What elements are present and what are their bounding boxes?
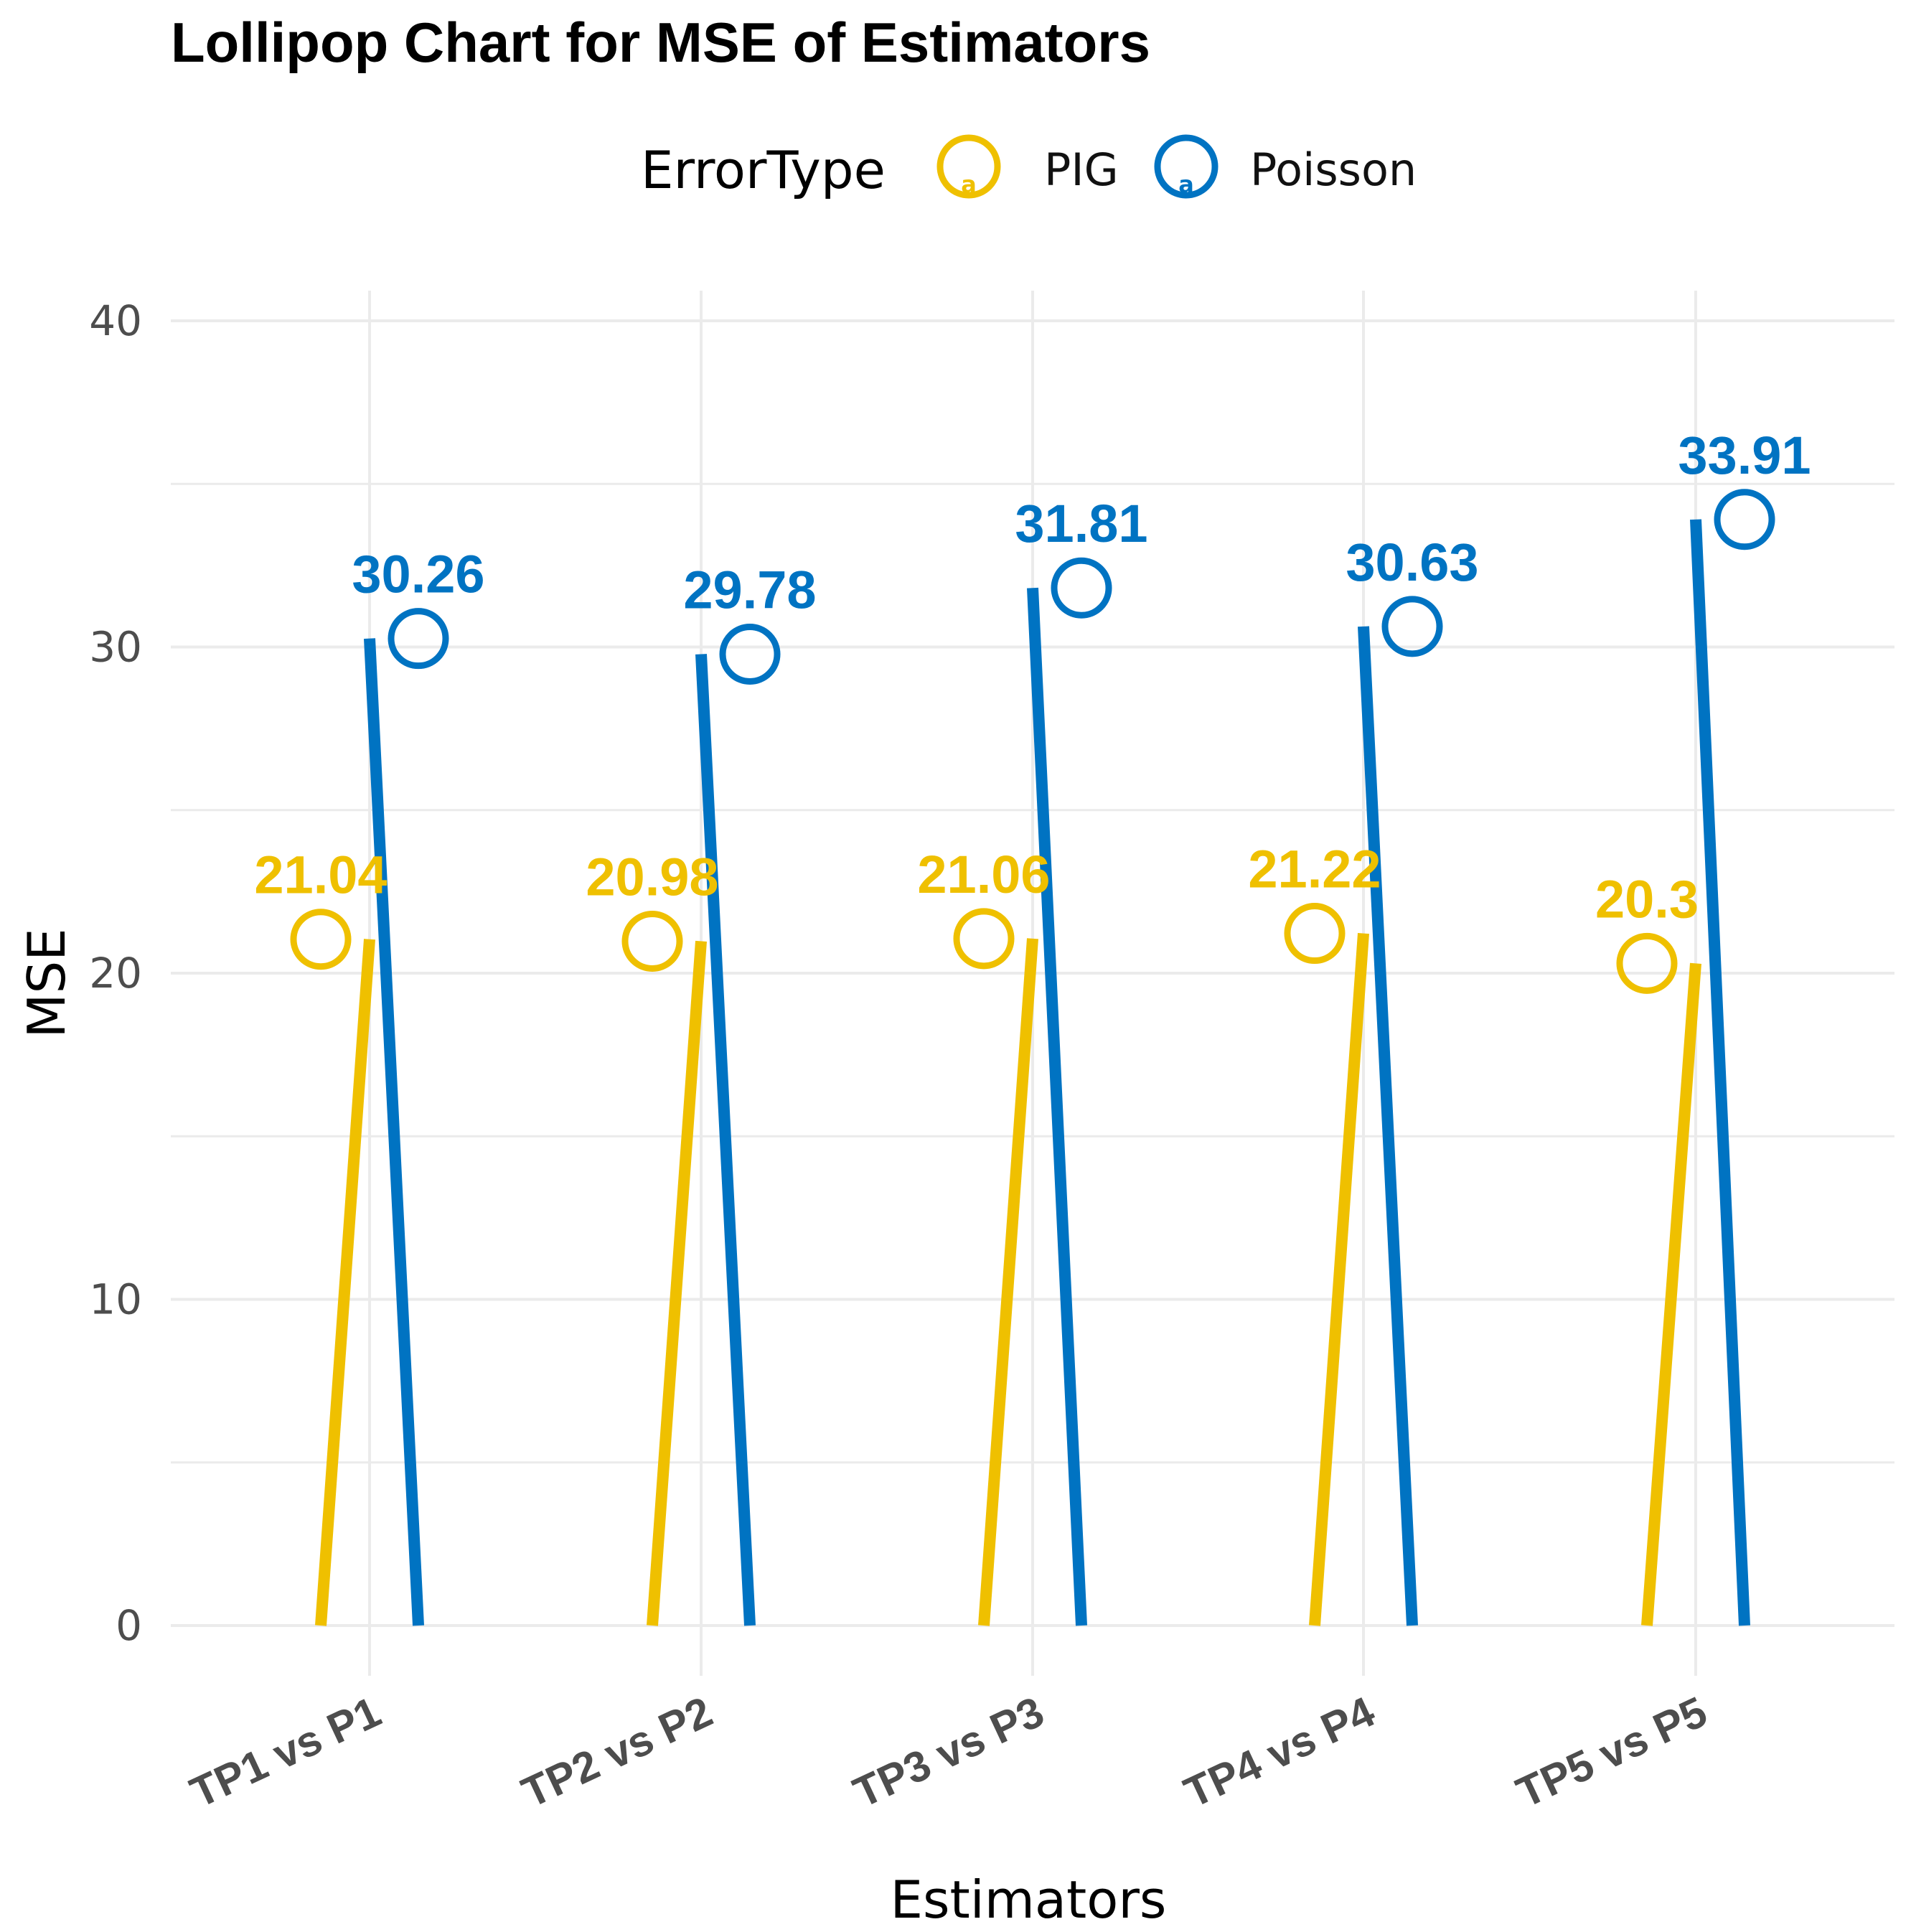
y-tick-label: 10 — [89, 1275, 142, 1324]
x-axis-title: Estimators — [891, 1870, 1167, 1930]
gridlines — [171, 291, 1894, 1676]
lollipop-point-poisson — [1051, 557, 1112, 619]
lollipop-point-pig — [290, 909, 352, 970]
y-tick-label: 20 — [89, 949, 142, 998]
lollipop-stem-pig — [1309, 932, 1369, 1626]
lollipop-stem-pig — [1641, 962, 1701, 1626]
data-label-pig: 21.22 — [1248, 840, 1381, 899]
data-label-pig: 20.98 — [586, 847, 718, 906]
lollipop-point-pig — [1284, 903, 1346, 965]
x-tick-label: TP5 vs P5 — [1509, 1687, 1714, 1817]
data-labels: 21.04 20.98 21.06 21.22 20.3 30.26 29.78 31.81 3… — [254, 426, 1811, 929]
svg-text:a: a — [1178, 171, 1194, 198]
lollipop-stem-poisson — [1358, 626, 1418, 1626]
legend-title: ErrorType — [641, 140, 886, 200]
y-tick-label: 40 — [89, 296, 142, 345]
legend: ErrorType a PIG a Poisson — [641, 134, 1417, 200]
data-label-pig: 20.3 — [1595, 869, 1699, 929]
x-tick-label: TP3 vs P3 — [846, 1687, 1051, 1817]
data-label-poisson: 30.63 — [1346, 533, 1478, 592]
svg-text:a: a — [961, 171, 977, 198]
lollipop-point-poisson — [388, 608, 449, 670]
lollipop-marks — [290, 489, 1775, 1626]
chart-title: Lollipop Chart for MSE of Estimators — [171, 11, 1150, 74]
data-label-pig: 21.04 — [254, 845, 387, 905]
x-axis-ticks: TP1 vs P1 TP2 vs P2 TP3 vs P3 TP4 vs P4 TP5 … — [183, 1687, 1714, 1817]
lollipop-point-pig — [621, 910, 683, 972]
lollipop-stem-poisson — [1690, 519, 1750, 1626]
data-label-pig: 21.06 — [917, 845, 1050, 904]
lollipop-stem-poisson — [364, 638, 424, 1626]
y-axis-ticks: 0 10 20 30 40 — [89, 296, 142, 1650]
lollipop-point-poisson — [1714, 489, 1775, 550]
lollipop-point-poisson — [1381, 596, 1443, 657]
x-tick-label: TP1 vs P1 — [183, 1687, 388, 1817]
y-tick-label: 0 — [116, 1601, 142, 1650]
lollipop-stem-pig — [978, 938, 1038, 1626]
data-label-poisson: 31.81 — [1015, 494, 1147, 553]
legend-key-pig: a — [936, 134, 1001, 199]
data-label-poisson: 29.78 — [683, 560, 816, 619]
x-tick-label: TP4 vs P4 — [1177, 1687, 1382, 1817]
legend-key-poisson: a — [1154, 134, 1219, 199]
lollipop-stem-poisson — [1027, 587, 1087, 1626]
legend-label-pig: PIG — [1044, 144, 1119, 196]
lollipop-point-pig — [1616, 932, 1678, 994]
legend-label-poisson: Poisson — [1250, 144, 1417, 196]
lollipop-point-pig — [953, 908, 1015, 970]
lollipop-stem-pig — [647, 940, 707, 1626]
data-label-poisson: 30.26 — [352, 545, 484, 604]
lollipop-point-poisson — [719, 623, 781, 685]
data-label-poisson: 33.91 — [1678, 426, 1811, 485]
x-tick-label: TP2 vs P2 — [515, 1687, 719, 1817]
lollipop-stem-pig — [315, 939, 375, 1626]
y-axis-title: MSE — [17, 928, 77, 1038]
y-tick-label: 30 — [89, 623, 142, 672]
lollipop-stem-poisson — [695, 654, 756, 1626]
